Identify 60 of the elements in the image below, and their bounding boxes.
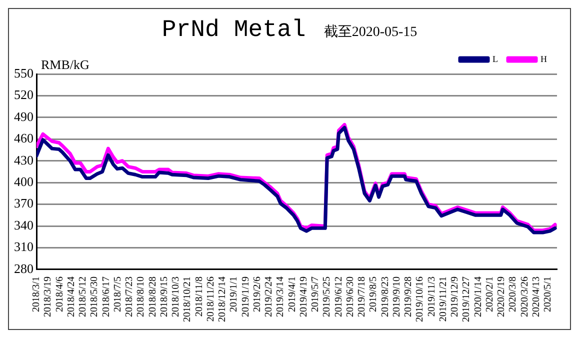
x-tick-label: 2019/1/19 xyxy=(240,276,252,318)
x-tick-label: 2019/8/5 xyxy=(368,276,380,312)
x-tick-label: 2018/11/26 xyxy=(205,276,216,322)
y-tick-label: 310 xyxy=(14,239,34,254)
y-tick-label: 340 xyxy=(14,217,34,232)
y-tick-label: 550 xyxy=(14,65,34,80)
x-tick-label: 2018/11/8 xyxy=(194,276,205,317)
y-tick-label: 280 xyxy=(14,260,34,276)
y-tick-label: 520 xyxy=(14,87,34,102)
x-tick-label: 2018/3/19 xyxy=(42,276,54,318)
x-tick-label: 2019/10/16 xyxy=(414,276,426,322)
y-tick-label: 430 xyxy=(14,152,34,168)
x-tick-label: 2018/3/1 xyxy=(31,276,42,312)
y-tick-label: 370 xyxy=(14,196,34,211)
x-tick-label: 2020/1/14 xyxy=(472,276,484,318)
x-tick-label: 2018/4/6 xyxy=(54,276,66,312)
x-tick-label: 2018/12/14 xyxy=(217,276,228,322)
x-tick-label: 2018/7/23 xyxy=(124,276,136,318)
x-tick-label: 2018/5/30 xyxy=(89,276,100,318)
x-tick-label: 2018/10/21 xyxy=(182,276,194,322)
legend-label: L xyxy=(492,54,498,64)
x-tick-label: 2018/8/10 xyxy=(136,276,147,318)
x-tick-label: 2019/6/12 xyxy=(333,276,344,318)
x-tick-label: 2020/4/13 xyxy=(530,276,542,318)
chart-subtitle: 截至2020-05-15 xyxy=(324,24,418,41)
x-tick-label: 2018/10/3 xyxy=(170,276,182,318)
x-tick-label: 2019/9/10 xyxy=(391,276,402,318)
x-tick-label: 2018/8/28 xyxy=(147,276,158,318)
x-tick-label: 2019/3/14 xyxy=(275,276,286,318)
x-tick-label: 2018/6/17 xyxy=(100,276,112,318)
x-tick-label: 2019/11/21 xyxy=(438,276,449,322)
x-tick-label: 2019/5/25 xyxy=(322,276,333,318)
x-tick-label: 2020/3/8 xyxy=(508,276,519,312)
x-tick-label: 2019/6/30 xyxy=(344,276,356,318)
x-tick-label: 2019/5/7 xyxy=(310,276,322,312)
x-tick-label: 2019/7/18 xyxy=(356,276,368,318)
x-tick-label: 2019/12/9 xyxy=(450,276,461,318)
y-axis-title: RMB/kG xyxy=(41,57,90,73)
x-tick-label: 2019/9/28 xyxy=(403,276,414,318)
x-tick-label: 2020/2/19 xyxy=(496,276,508,318)
y-tick-label: 400 xyxy=(14,174,34,189)
x-tick-label: 2020/2/1 xyxy=(484,276,496,312)
x-tick-label: 2020/5/1 xyxy=(542,276,554,312)
x-tick-label: 2019/2/24 xyxy=(264,276,275,318)
legend-label: H xyxy=(540,54,548,64)
x-tick-label: 2019/2/6 xyxy=(252,276,263,312)
x-tick-label: 2020/3/26 xyxy=(519,276,530,318)
x-tick-label: 2019/4/1 xyxy=(286,276,298,312)
x-tick-label: 2018/5/12 xyxy=(78,276,89,318)
chart-title: PrNd Metal xyxy=(162,17,306,44)
x-tick-label: 2019/8/23 xyxy=(380,276,391,318)
y-tick-label: 490 xyxy=(14,108,34,124)
x-tick-label: 2018/4/24 xyxy=(66,276,77,318)
x-tick-label: 2019/11/3 xyxy=(426,276,438,317)
x-tick-label: 2019/4/19 xyxy=(298,276,310,318)
y-tick-label: 460 xyxy=(14,130,34,146)
x-tick-label: 2019/12/27 xyxy=(461,276,472,322)
x-tick-label: 2018/9/15 xyxy=(158,276,170,318)
x-tick-label: 2019/1/1 xyxy=(228,276,240,312)
x-tick-label: 2018/7/5 xyxy=(112,276,124,312)
